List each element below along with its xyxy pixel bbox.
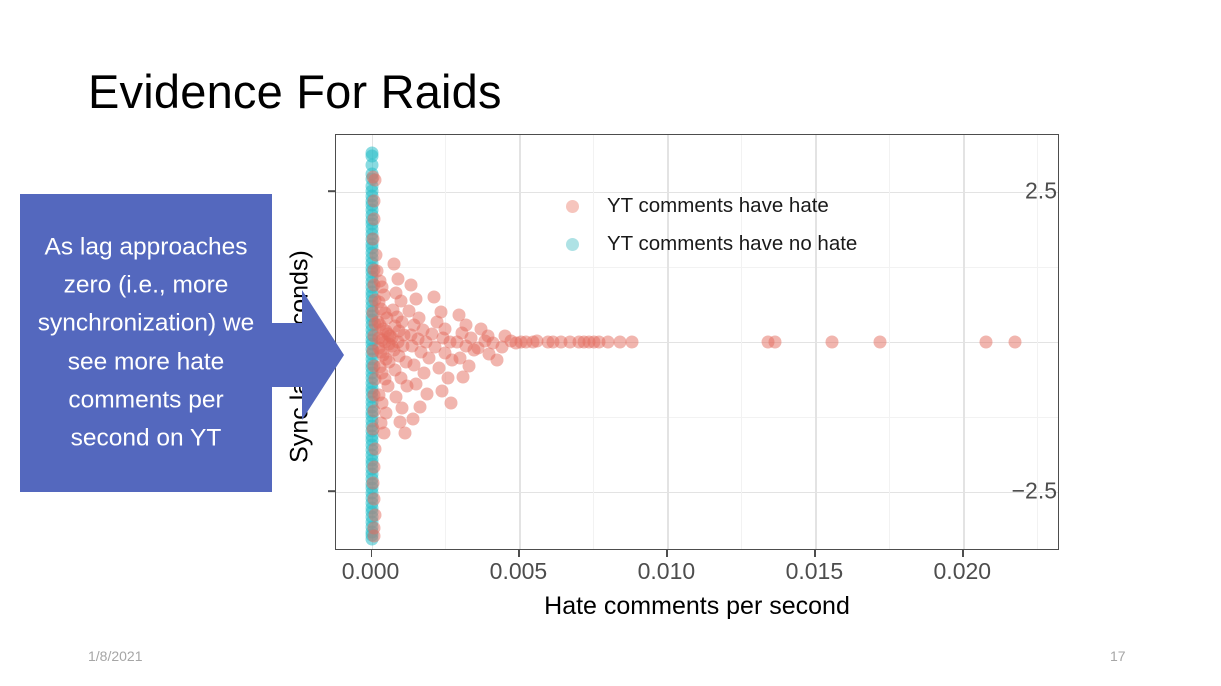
data-point [441,371,455,385]
callout-text: As lag approaches zero (i.e., more synch… [37,233,255,452]
legend-dot-no-hate-icon [566,237,579,251]
data-point [398,426,412,440]
y-tick-label: −2.5 [1011,477,1057,504]
data-point [368,508,382,522]
data-point [393,415,407,429]
data-point [495,340,509,354]
callout-arrow-icon [268,290,344,420]
data-point [613,335,627,349]
data-point [444,396,458,410]
data-point [432,361,446,375]
data-point [379,406,393,420]
chart-legend: YT comments have hate YT comments have n… [556,187,886,263]
data-point [369,248,383,262]
data-point [428,340,442,354]
data-point [873,335,887,349]
data-point [768,335,782,349]
data-point [420,387,434,401]
x-tick-mark [518,550,521,557]
data-point [368,442,382,456]
legend-label-no-hate: YT comments have no hate [607,232,858,255]
data-point [490,353,504,367]
data-point [456,370,470,384]
legend-item-no-hate: YT comments have no hate [556,225,886,263]
plot-panel [335,134,1059,550]
legend-item-hate: YT comments have hate [556,187,886,225]
data-point [435,384,449,398]
data-point [417,366,431,380]
y-tick-mark [328,190,335,192]
x-tick-label: 0.005 [489,558,548,584]
data-point [825,335,839,349]
data-point [1008,335,1022,349]
data-point [471,341,485,355]
gridline [889,135,891,549]
data-point [377,426,391,440]
footer-page-number: 17 [1110,648,1126,664]
x-tick-mark [370,550,373,557]
scatter-chart: 2.5 −2.5 0.000 0.005 0.010 0.015 0.020 YT comm… [238,130,1068,620]
data-point [601,335,615,349]
data-point [409,377,423,391]
legend-dot-hate-icon [566,199,579,213]
legend-label-hate: YT comments have hate [607,194,829,217]
x-tick-label: 0.000 [341,558,400,584]
gridline [336,192,1058,194]
data-point [625,335,639,349]
data-point [425,327,439,341]
data-point [389,390,403,404]
data-point [422,351,436,365]
data-point [387,257,401,271]
gridline [1037,135,1039,549]
data-point [413,400,427,414]
gridline [963,135,965,549]
data-point [404,278,418,292]
data-point [462,359,476,373]
x-tick-mark [962,550,964,557]
data-point [395,401,409,415]
x-tick-label: 0.010 [637,558,696,584]
data-point [452,308,466,322]
gridline [336,492,1058,494]
callout-box: As lag approaches zero (i.e., more synch… [20,194,272,492]
gridline [336,342,1058,344]
data-point [367,194,381,208]
x-tick-mark [814,550,816,557]
data-point [367,212,381,226]
x-axis-title: Hate comments per second [544,592,850,620]
data-point [366,476,380,490]
data-point [979,335,992,349]
data-point [367,529,381,543]
data-point [366,232,380,246]
data-point [427,290,441,304]
data-point [367,492,381,506]
y-tick-label: 2.5 [1025,177,1057,204]
data-point [368,173,382,187]
data-point [407,358,421,372]
y-tick-mark [328,490,335,492]
gridline [336,267,1058,268]
data-point [391,272,405,286]
data-point [381,379,395,393]
x-tick-label: 0.020 [933,558,992,584]
gridline [815,135,817,549]
data-point [367,460,381,474]
footer-date: 1/8/2021 [88,648,143,664]
data-point [530,334,544,348]
x-tick-label: 0.015 [785,558,844,584]
gridline [336,417,1058,418]
data-point [406,412,420,426]
gridline [667,135,669,549]
data-point [409,292,423,306]
gridline [741,135,743,549]
x-tick-mark [666,550,668,557]
data-point [374,416,388,430]
data-point [402,304,416,318]
page-title: Evidence For Raids [88,65,502,118]
